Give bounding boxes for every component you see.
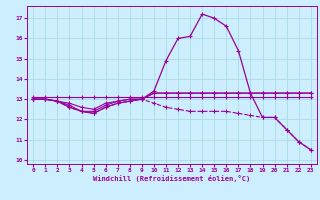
X-axis label: Windchill (Refroidissement éolien,°C): Windchill (Refroidissement éolien,°C): [93, 175, 251, 182]
